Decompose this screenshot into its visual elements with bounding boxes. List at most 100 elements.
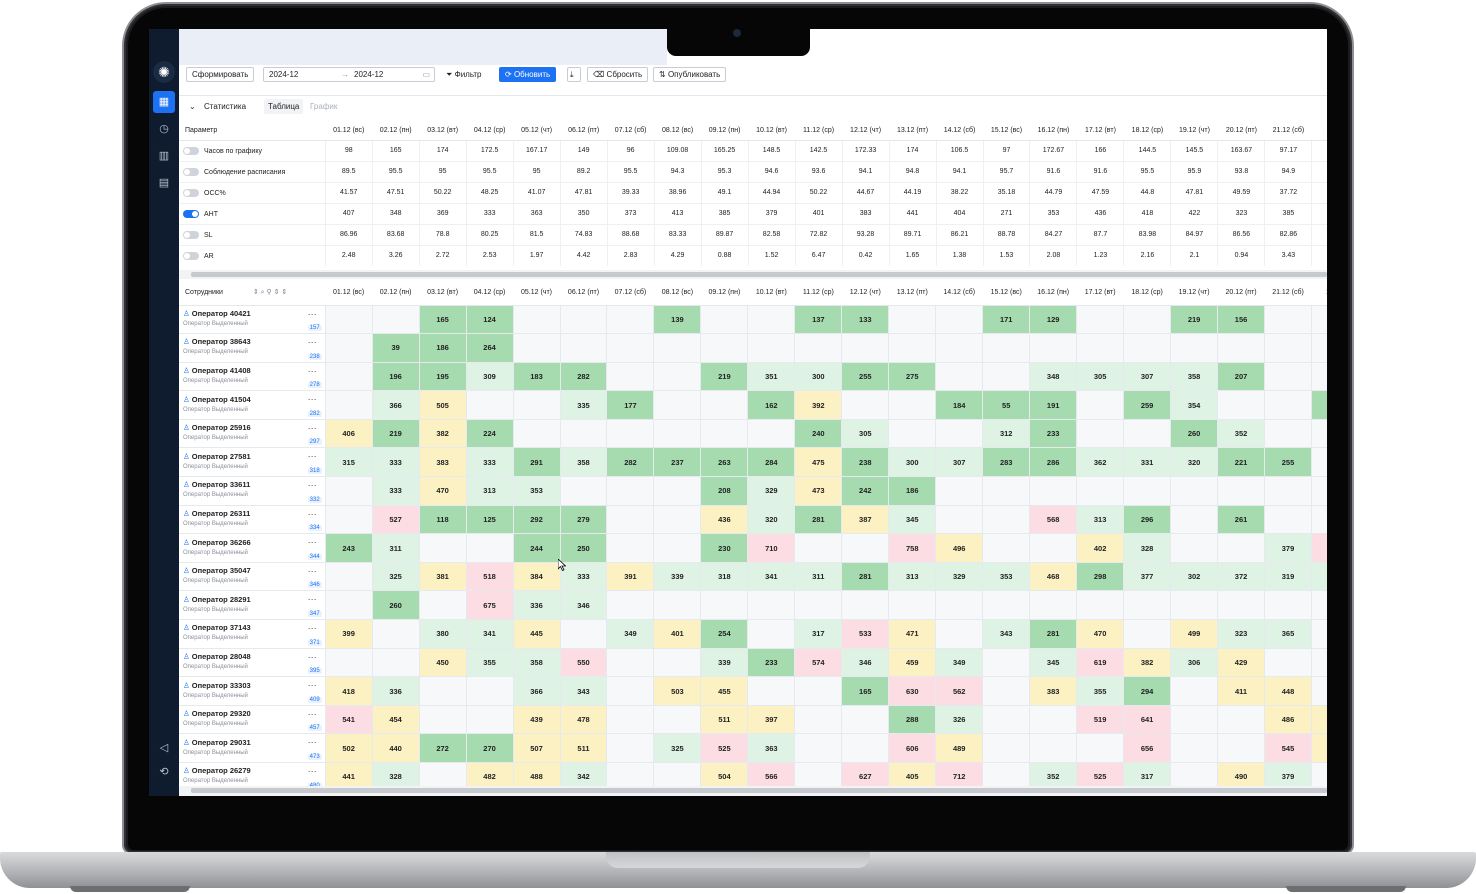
- schedule-cell[interactable]: 353: [982, 561, 1031, 592]
- schedule-cell[interactable]: [606, 504, 655, 535]
- more-options-icon[interactable]: ⋯: [307, 308, 317, 319]
- more-options-icon[interactable]: ⋯: [307, 594, 317, 605]
- schedule-cell[interactable]: 473: [794, 476, 843, 506]
- schedule-cell[interactable]: [324, 561, 373, 592]
- schedule-cell[interactable]: 311: [371, 533, 420, 563]
- schedule-cell[interactable]: 377: [1123, 561, 1172, 592]
- schedule-cell[interactable]: [1311, 476, 1327, 506]
- schedule-cell[interactable]: 630: [888, 676, 937, 706]
- schedule-cell[interactable]: [794, 333, 843, 363]
- schedule-cell[interactable]: [888, 333, 937, 363]
- schedule-cell[interactable]: 270: [465, 733, 514, 763]
- schedule-cell[interactable]: [559, 304, 608, 335]
- schedule-cell[interactable]: 300: [794, 361, 843, 392]
- schedule-cell[interactable]: 455: [700, 676, 749, 706]
- schedule-cell[interactable]: [935, 333, 984, 363]
- schedule-cell[interactable]: 475: [794, 447, 843, 478]
- schedule-cell[interactable]: [982, 361, 1031, 392]
- schedule-cell[interactable]: 488: [512, 762, 561, 786]
- parameter-scrollbar[interactable]: [179, 270, 1327, 279]
- operator-name[interactable]: ♙ Оператор 35047: [183, 566, 324, 575]
- operator-cell[interactable]: ♙ Оператор 27581 Оператор Выделенный ⋯ 318: [179, 447, 326, 478]
- schedule-cell[interactable]: 300: [888, 447, 937, 478]
- schedule-cell[interactable]: 450: [418, 647, 467, 678]
- schedule-cell[interactable]: 31: [1311, 561, 1327, 592]
- schedule-cell[interactable]: 382: [418, 418, 467, 449]
- schedule-cell[interactable]: [935, 590, 984, 621]
- schedule-cell[interactable]: 568: [1029, 504, 1078, 535]
- operator-name[interactable]: ♙ Оператор 41504: [183, 395, 324, 404]
- schedule-cell[interactable]: [1076, 304, 1125, 335]
- schedule-cell[interactable]: 323: [1217, 619, 1266, 649]
- schedule-cell[interactable]: [1029, 704, 1078, 735]
- schedule-cell[interactable]: [841, 590, 890, 621]
- schedule-cell[interactable]: 489: [935, 733, 984, 763]
- schedule-cell[interactable]: [1217, 704, 1266, 735]
- schedule-cell[interactable]: 353: [512, 476, 561, 506]
- schedule-cell[interactable]: 254: [700, 619, 749, 649]
- schedule-cell[interactable]: [1217, 533, 1266, 563]
- schedule-cell[interactable]: [559, 418, 608, 449]
- schedule-cell[interactable]: 263: [700, 447, 749, 478]
- schedule-cell[interactable]: 519: [1076, 704, 1125, 735]
- schedule-cell[interactable]: 133: [841, 304, 890, 335]
- schedule-cell[interactable]: [1076, 590, 1125, 621]
- schedule-cell[interactable]: [465, 676, 514, 706]
- schedule-cell[interactable]: [465, 704, 514, 735]
- schedule-cell[interactable]: [324, 304, 373, 335]
- schedule-cell[interactable]: [324, 390, 373, 420]
- schedule-cell[interactable]: [700, 304, 749, 335]
- schedule-cell[interactable]: 177: [606, 390, 655, 420]
- schedule-cell[interactable]: [324, 333, 373, 363]
- schedule-cell[interactable]: [512, 333, 561, 363]
- schedule-cell[interactable]: 333: [371, 476, 420, 506]
- schedule-cell[interactable]: 387: [841, 504, 890, 535]
- schedule-cell[interactable]: 183: [512, 361, 561, 392]
- operator-name[interactable]: ♙ Оператор 29320: [183, 709, 324, 718]
- parameter-toggle[interactable]: [183, 209, 199, 218]
- scrollbar-thumb[interactable]: [191, 788, 1327, 793]
- schedule-cell[interactable]: 348: [1029, 361, 1078, 392]
- schedule-cell[interactable]: [418, 533, 467, 563]
- document-icon[interactable]: ▤: [158, 177, 170, 189]
- schedule-cell[interactable]: 279: [559, 504, 608, 535]
- operator-name[interactable]: ♙ Оператор 41408: [183, 366, 324, 375]
- schedule-cell[interactable]: [653, 390, 702, 420]
- schedule-cell[interactable]: 333: [371, 447, 420, 478]
- schedule-cell[interactable]: 496: [935, 533, 984, 563]
- schedule-cell[interactable]: [1264, 361, 1312, 392]
- schedule-cell[interactable]: [1311, 418, 1327, 449]
- schedule-cell[interactable]: [559, 333, 608, 363]
- schedule-cell[interactable]: 306: [1170, 647, 1219, 678]
- schedule-cell[interactable]: 355: [1076, 676, 1125, 706]
- schedule-cell[interactable]: [606, 361, 655, 392]
- more-options-icon[interactable]: ⋯: [307, 708, 317, 719]
- more-options-icon[interactable]: ⋯: [307, 422, 317, 433]
- schedule-cell[interactable]: [1217, 333, 1266, 363]
- schedule-cell[interactable]: 470: [1076, 619, 1125, 649]
- schedule-cell[interactable]: [1311, 304, 1327, 335]
- schedule-cell[interactable]: 397: [747, 704, 796, 735]
- operator-name[interactable]: ♙ Оператор 29031: [183, 738, 324, 747]
- schedule-cell[interactable]: 291: [512, 447, 561, 478]
- schedule-cell[interactable]: 468: [1029, 561, 1078, 592]
- schedule-cell[interactable]: 712: [935, 762, 984, 786]
- schedule-cell[interactable]: [606, 418, 655, 449]
- operator-cell[interactable]: ♙ Оператор 37143 Оператор Выделенный ⋯ 371: [179, 619, 326, 649]
- schedule-cell[interactable]: 244: [512, 533, 561, 563]
- schedule-cell[interactable]: 454: [371, 704, 420, 735]
- schedule-cell[interactable]: 24: [1311, 390, 1327, 420]
- operator-name[interactable]: ♙ Оператор 26311: [183, 509, 324, 518]
- schedule-cell[interactable]: [324, 590, 373, 621]
- schedule-cell[interactable]: 260: [1170, 418, 1219, 449]
- schedule-cell[interactable]: [935, 304, 984, 335]
- schedule-cell[interactable]: [1217, 733, 1266, 763]
- schedule-cell[interactable]: 641: [1123, 704, 1172, 735]
- schedule-cell[interactable]: 343: [559, 676, 608, 706]
- date-range-input[interactable]: 2024-12 → 2024-12 ▭: [263, 67, 435, 82]
- operator-cell[interactable]: ♙ Оператор 33611 Оператор Выделенный ⋯ 332: [179, 476, 326, 506]
- schedule-cell[interactable]: 518: [465, 561, 514, 592]
- schedule-cell[interactable]: [653, 647, 702, 678]
- schedule-cell[interactable]: [888, 590, 937, 621]
- schedule-cell[interactable]: [1170, 504, 1219, 535]
